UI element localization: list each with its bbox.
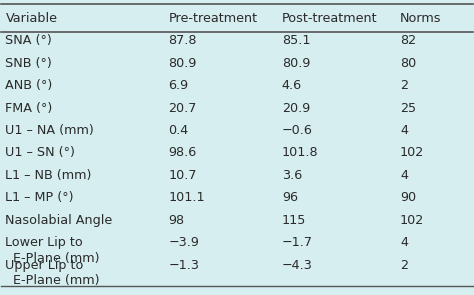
Text: ANB (°): ANB (°) <box>5 79 53 92</box>
Text: Nasolabial Angle: Nasolabial Angle <box>5 214 113 227</box>
Text: 10.7: 10.7 <box>168 169 197 182</box>
Text: 25: 25 <box>400 102 416 115</box>
Text: 4: 4 <box>400 169 408 182</box>
Text: 20.7: 20.7 <box>168 102 197 115</box>
Text: L1 – NB (mm): L1 – NB (mm) <box>5 169 92 182</box>
Text: 101.1: 101.1 <box>168 191 205 204</box>
Text: 101.8: 101.8 <box>282 147 319 160</box>
Text: U1 – NA (mm): U1 – NA (mm) <box>5 124 94 137</box>
Text: 4: 4 <box>400 124 408 137</box>
Text: 6.9: 6.9 <box>168 79 189 92</box>
Text: 87.8: 87.8 <box>168 35 197 47</box>
Text: −4.3: −4.3 <box>282 258 313 271</box>
Text: FMA (°): FMA (°) <box>5 102 53 115</box>
Text: 2: 2 <box>400 79 408 92</box>
Text: 85.1: 85.1 <box>282 35 310 47</box>
Text: L1 – MP (°): L1 – MP (°) <box>5 191 74 204</box>
Text: 102: 102 <box>400 147 424 160</box>
Text: 80: 80 <box>400 57 416 70</box>
Text: −0.6: −0.6 <box>282 124 313 137</box>
Text: 90: 90 <box>400 191 416 204</box>
Text: −1.7: −1.7 <box>282 236 313 249</box>
Text: Post-treatment: Post-treatment <box>282 12 377 25</box>
Text: Lower Lip to
  E-Plane (mm): Lower Lip to E-Plane (mm) <box>5 236 100 265</box>
Text: 98: 98 <box>168 214 184 227</box>
Text: SNA (°): SNA (°) <box>5 35 52 47</box>
Text: 4: 4 <box>400 236 408 249</box>
Text: 80.9: 80.9 <box>282 57 310 70</box>
Text: 96: 96 <box>282 191 298 204</box>
Text: Upper Lip to
  E-Plane (mm): Upper Lip to E-Plane (mm) <box>5 258 100 287</box>
Text: −1.3: −1.3 <box>168 258 200 271</box>
Text: Pre-treatment: Pre-treatment <box>168 12 257 25</box>
Text: 4.6: 4.6 <box>282 79 302 92</box>
Text: Variable: Variable <box>5 12 57 25</box>
Text: SNB (°): SNB (°) <box>5 57 52 70</box>
Text: −3.9: −3.9 <box>168 236 200 249</box>
Text: 80.9: 80.9 <box>168 57 197 70</box>
Text: 0.4: 0.4 <box>168 124 189 137</box>
Text: 20.9: 20.9 <box>282 102 310 115</box>
Text: U1 – SN (°): U1 – SN (°) <box>5 147 75 160</box>
Text: 3.6: 3.6 <box>282 169 302 182</box>
Text: 115: 115 <box>282 214 306 227</box>
Text: Norms: Norms <box>400 12 442 25</box>
Text: 82: 82 <box>400 35 416 47</box>
Text: 98.6: 98.6 <box>168 147 197 160</box>
Text: 2: 2 <box>400 258 408 271</box>
Text: 102: 102 <box>400 214 424 227</box>
